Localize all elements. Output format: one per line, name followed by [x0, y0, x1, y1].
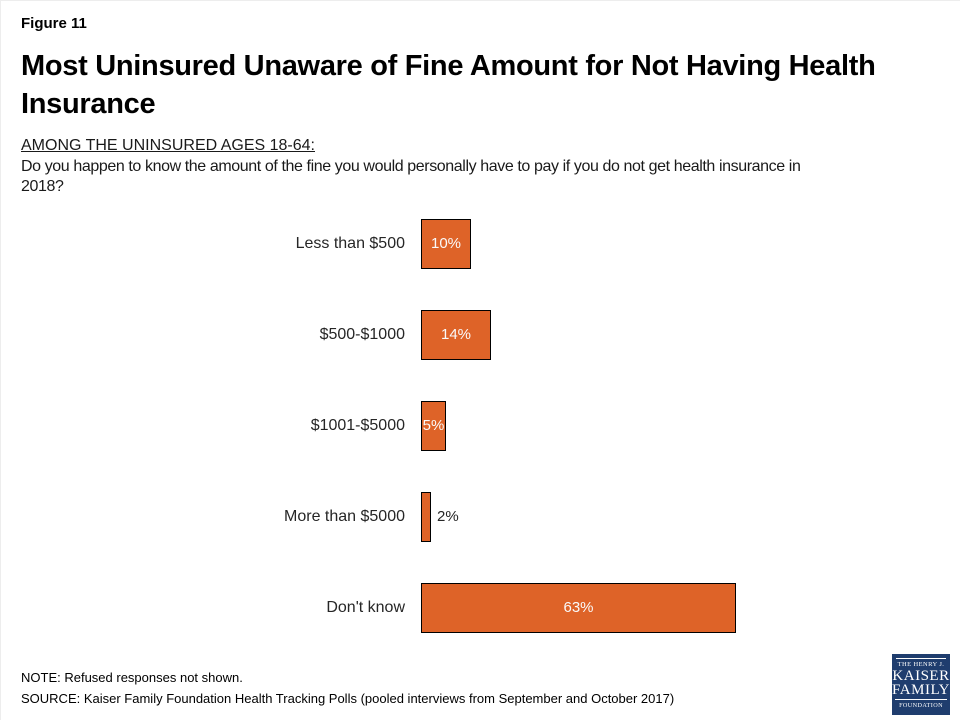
survey-question: Do you happen to know the amount of the …: [21, 157, 801, 197]
category-label: $1001-$5000: [310, 417, 405, 434]
bar-dont-know: 63%: [421, 583, 736, 633]
note-text: NOTE: Refused responses not shown.: [21, 670, 243, 685]
bar-500-1000: 14%: [421, 310, 491, 360]
bar-value-label: 14%: [440, 326, 472, 343]
chart-row: $1001-$5000 5%: [1, 401, 960, 451]
kff-foundation-logo: THE HENRY J. KAISER FAMILY FOUNDATION: [892, 654, 950, 715]
logo-text-kaiser: KAISER: [892, 668, 950, 684]
figure-number: Figure 11: [21, 15, 87, 32]
source-text: SOURCE: Kaiser Family Foundation Health …: [21, 691, 675, 706]
chart-subtitle: AMONG THE UNINSURED AGES 18-64:: [21, 137, 315, 154]
chart-row: Less than $500 10%: [1, 219, 960, 269]
bar-value-label: 63%: [563, 599, 594, 616]
logo-text-foundation: FOUNDATION: [895, 699, 947, 709]
category-label: Don't know: [326, 599, 405, 616]
chart-row: Don't know 63%: [1, 583, 960, 633]
chart-row: More than $5000 2%: [1, 492, 960, 542]
survey-question-line-2: 2018?: [21, 178, 64, 195]
category-label: $500-$1000: [319, 326, 405, 343]
category-label: Less than $500: [295, 235, 405, 252]
footnotes: NOTE: Refused responses not shown. SOURC…: [21, 667, 674, 709]
category-label: More than $5000: [284, 508, 405, 525]
logo-text-family: FAMILY: [892, 682, 950, 698]
bar-1001-5000: 5%: [421, 401, 446, 451]
survey-question-line-1: Do you happen to know the amount of the …: [21, 158, 801, 175]
bar-less-than-500: 10%: [421, 219, 471, 269]
page-title: Most Uninsured Unaware of Fine Amount fo…: [21, 50, 876, 120]
bar-value-label: 5%: [422, 417, 445, 434]
bar-more-than-5000: 2%: [421, 492, 459, 542]
chart-row: $500-$1000 14%: [1, 310, 960, 360]
logo-text-henry-j: THE HENRY J.: [896, 658, 946, 669]
bar-value-label: 2%: [437, 508, 459, 525]
bar-value-label: 10%: [430, 235, 462, 252]
